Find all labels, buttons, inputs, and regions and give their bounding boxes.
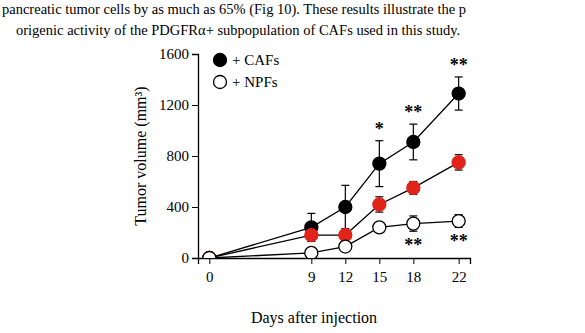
paragraph-line: pancreatic tumor cells by as much as 65%… bbox=[2, 1, 466, 18]
y-tick-label: 400 bbox=[167, 199, 190, 215]
x-tick: 0 bbox=[206, 258, 214, 285]
y-tick-mark bbox=[192, 207, 198, 208]
x-axis-line bbox=[199, 259, 471, 265]
error-bar-cap bbox=[409, 124, 417, 125]
x-tick: 18 bbox=[406, 258, 421, 285]
y-tick-label: 1200 bbox=[159, 97, 189, 113]
error-bar-cap bbox=[341, 185, 349, 186]
y-tick: 800 bbox=[167, 148, 199, 164]
error-bar-cap bbox=[375, 196, 383, 197]
x-tick-label: 9 bbox=[308, 269, 316, 285]
y-tick: 1600 bbox=[159, 46, 198, 62]
error-bar-cap bbox=[409, 159, 417, 160]
point bbox=[452, 156, 465, 169]
x-tick-label: 0 bbox=[206, 269, 214, 285]
y-axis-line bbox=[192, 55, 199, 259]
error-bar-cap bbox=[375, 186, 383, 187]
y-tick-label: 1600 bbox=[159, 46, 189, 62]
series-line bbox=[209, 94, 458, 258]
point bbox=[373, 157, 386, 170]
x-tick: 12 bbox=[338, 258, 353, 285]
significance-mark: ** bbox=[450, 55, 468, 75]
point bbox=[407, 181, 420, 194]
error-bar-cap bbox=[375, 140, 383, 141]
legend-marker bbox=[214, 76, 227, 89]
error-bar-cap bbox=[455, 154, 463, 155]
point bbox=[339, 240, 352, 253]
series-line bbox=[209, 221, 458, 258]
point bbox=[452, 87, 465, 100]
x-tick-mark bbox=[459, 258, 460, 264]
x-tick-label: 18 bbox=[406, 269, 421, 285]
significance-mark: * bbox=[375, 119, 384, 139]
point bbox=[339, 201, 352, 214]
x-tick: 9 bbox=[308, 258, 316, 285]
x-axis-label: Days after injection bbox=[251, 309, 377, 327]
x-tick-mark bbox=[345, 258, 346, 264]
point bbox=[452, 215, 465, 228]
y-tick: 1200 bbox=[159, 97, 198, 113]
x-tick-mark bbox=[413, 258, 414, 264]
marks bbox=[203, 77, 465, 258]
plot: 0400800120016000912151822*********+ CAFs… bbox=[159, 46, 471, 285]
point bbox=[373, 221, 386, 234]
y-axis: 0 400 800 1200 1600 bbox=[159, 46, 199, 266]
significance-mark: ** bbox=[450, 231, 468, 251]
x-tick-mark bbox=[209, 258, 210, 264]
y-tick: 0 bbox=[182, 250, 199, 266]
y-tick: 400 bbox=[167, 199, 199, 215]
point bbox=[407, 217, 420, 230]
error-bar-cap bbox=[375, 212, 383, 213]
point bbox=[305, 246, 318, 258]
x-tick-label: 15 bbox=[372, 269, 387, 285]
point bbox=[407, 135, 420, 148]
y-tick-mark bbox=[192, 156, 198, 157]
y-tick-mark bbox=[192, 105, 198, 106]
y-tick-mark bbox=[192, 258, 198, 259]
error-bar-cap bbox=[409, 215, 417, 216]
x-tick-label: 22 bbox=[452, 269, 467, 285]
significance-mark: ** bbox=[404, 235, 422, 255]
point bbox=[203, 252, 216, 259]
y-tick-label: 0 bbox=[182, 250, 190, 266]
point bbox=[373, 198, 386, 211]
error-bar-cap bbox=[455, 169, 463, 170]
legend-item: + NPFs bbox=[214, 74, 278, 90]
legend-item: + CAFs bbox=[214, 52, 280, 68]
chart: pancreatic tumor cells by as much as 65%… bbox=[0, 0, 585, 333]
error-bar-cap bbox=[455, 109, 463, 110]
legend-label: + CAFs bbox=[232, 52, 279, 68]
x-tick-mark bbox=[379, 258, 380, 264]
legend-label: + NPFs bbox=[232, 74, 278, 90]
point bbox=[305, 229, 318, 242]
y-tick-mark bbox=[192, 54, 198, 55]
error-bar-cap bbox=[409, 231, 417, 232]
legend: + CAFs + NPFs bbox=[214, 52, 280, 90]
x-axis: 0 9 12 15 18 22 bbox=[199, 258, 471, 285]
y-axis-label: Tumor volume (mm³) bbox=[132, 86, 150, 225]
x-tick: 22 bbox=[452, 258, 467, 285]
point bbox=[203, 252, 216, 259]
significance-mark: ** bbox=[404, 102, 422, 122]
y-tick-label: 800 bbox=[167, 148, 190, 164]
error-bar-cap bbox=[455, 76, 463, 77]
x-tick-label: 12 bbox=[338, 269, 353, 285]
x-tick-mark bbox=[311, 258, 312, 264]
paragraph-line: origenic activity of the PDGFRα+ subpopu… bbox=[16, 22, 460, 38]
error-bar-cap bbox=[307, 213, 315, 214]
series-line bbox=[209, 162, 458, 258]
legend-marker bbox=[214, 54, 227, 67]
x-tick: 15 bbox=[372, 258, 387, 285]
point bbox=[203, 252, 216, 259]
